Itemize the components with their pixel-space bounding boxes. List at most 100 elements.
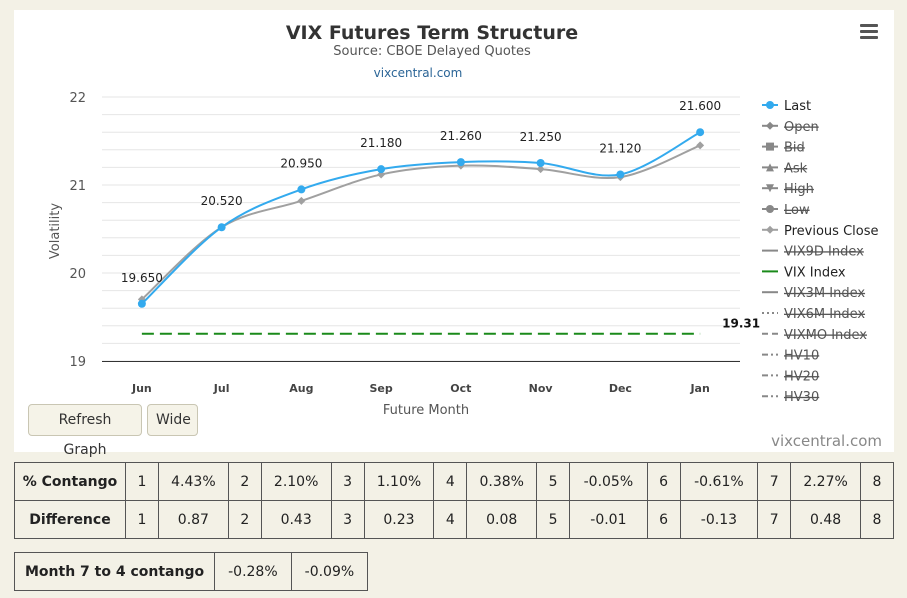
data-label: 21.600 [679,99,721,113]
month-number-cell: 6 [646,500,681,539]
x-tick-label: Nov [529,382,554,395]
last-point [456,158,465,167]
data-label: 21.260 [440,129,482,143]
month-number-cell: 7 [757,462,792,501]
vix-index-label: 19.31 [722,317,760,331]
x-tick-label: Sep [369,382,392,395]
y-tick-label: 21 [69,179,86,194]
legend-item[interactable]: HV10 [784,349,819,364]
chart-subtitle: Source: CBOE Delayed Quotes [333,44,531,59]
month-7-to-4-label: Month 7 to 4 contango [13,552,216,591]
y-tick-label: 22 [69,91,86,106]
value-cell: 4.43% [158,462,229,501]
legend-item[interactable]: VIXMO Index [784,328,867,343]
y-tick-label: 19 [69,355,86,370]
month-number-cell: 5 [536,462,571,501]
source-link: vixcentral.com [374,66,463,80]
month-7-to-4-row: Month 7 to 4 contango -0.28% -0.09% [13,552,369,591]
chart-credit: vixcentral.com [771,432,882,450]
data-label: 20.520 [201,194,243,208]
legend-item[interactable]: VIX6M Index [784,307,865,322]
last-point [137,299,146,308]
month-number-cell: 6 [646,462,681,501]
row-label: % Contango [14,462,126,501]
legend-item[interactable]: Open [784,120,819,135]
x-tick-label: Oct [450,382,471,395]
value-cell: -0.61% [679,462,759,501]
last-point [217,223,226,232]
value-cell: -0.13 [679,500,759,539]
chart-title: VIX Futures Term Structure [286,22,578,44]
value-cell: 0.23 [363,500,435,539]
last-point [536,159,545,167]
data-label: 21.250 [520,130,562,144]
value-cell: 0.43 [260,500,332,539]
month-number-cell: 3 [330,500,365,539]
legend-marker [766,225,774,234]
value-cell: -0.05% [569,462,648,501]
legend-item[interactable]: Low [784,203,810,218]
previous-close-line [141,144,701,301]
month-number-cell: 8 [860,500,894,539]
previous-close-point [536,165,545,174]
previous-close-point [297,196,306,205]
month-number-cell: 5 [536,500,571,539]
legend-marker [766,184,774,193]
legend-item[interactable]: VIX9D Index [784,245,864,260]
month-number-cell: 2 [227,462,262,501]
month-number-cell: 4 [433,462,468,501]
legend-marker [766,121,774,130]
legend-item[interactable]: Previous Close [784,224,879,239]
value-cell: 2.27% [790,462,861,501]
legend-item[interactable]: VIX3M Index [784,286,865,301]
legend-marker [766,163,774,172]
month-number-cell: 1 [125,462,159,501]
y-axis-title: Volatility [48,203,63,259]
value-cell: 1.10% [363,462,435,501]
legend-item[interactable]: HV30 [784,390,819,405]
value-cell: -0.01 [569,500,648,539]
chart-panel: VIX Futures Term Structure Source: CBOE D… [14,10,894,458]
legend-item[interactable]: HV20 [784,369,819,384]
y-tick-label: 20 [69,267,86,282]
legend-item[interactable]: High [784,182,814,197]
month-7-to-4-value: -0.09% [290,552,369,591]
data-label: 21.120 [599,141,641,155]
value-cell: 0.87 [158,500,229,539]
month-number-cell: 4 [433,500,468,539]
legend-item[interactable]: Ask [784,161,808,176]
value-cell: 0.08 [466,500,538,539]
value-cell: 2.10% [260,462,332,501]
x-tick-label: Aug [289,382,313,395]
legend-marker [766,142,774,151]
wide-button[interactable]: Wide [147,404,198,436]
contango-row: % Contango 1 4.43% 2 2.10% 3 1.10% 4 0.38% 5 -0.05… [14,462,894,501]
data-label: 20.950 [280,156,322,170]
month-number-cell: 8 [860,462,894,501]
month-number-cell: 3 [330,462,365,501]
x-tick-label: Jun [131,382,152,395]
legend-item[interactable]: VIX Index [784,265,846,280]
data-label: 21.180 [360,136,402,150]
menu-icon[interactable] [860,24,878,39]
contango-table: % Contango 1 4.43% 2 2.10% 3 1.10% 4 0.38% 5 -0.05… [14,462,894,539]
value-cell: 0.48 [790,500,861,539]
month-number-cell: 2 [227,500,262,539]
x-tick-label: Jan [689,382,709,395]
month-number-cell: 7 [757,500,792,539]
month-7-to-4-value: -0.28% [214,552,292,591]
x-tick-label: Jul [213,382,230,395]
legend-item[interactable]: Last [784,99,811,114]
previous-close-point [696,141,705,150]
legend-item[interactable]: Bid [784,141,805,156]
value-cell: 0.38% [466,462,538,501]
x-tick-label: Dec [609,382,632,395]
legend-marker [766,205,774,213]
last-point [297,185,306,194]
last-line [141,131,701,305]
month-7-to-4-table: Month 7 to 4 contango -0.28% -0.09% [13,552,369,591]
last-point [616,170,625,179]
legend-marker [766,101,774,109]
refresh-graph-button[interactable]: Refresh Graph [28,404,142,458]
